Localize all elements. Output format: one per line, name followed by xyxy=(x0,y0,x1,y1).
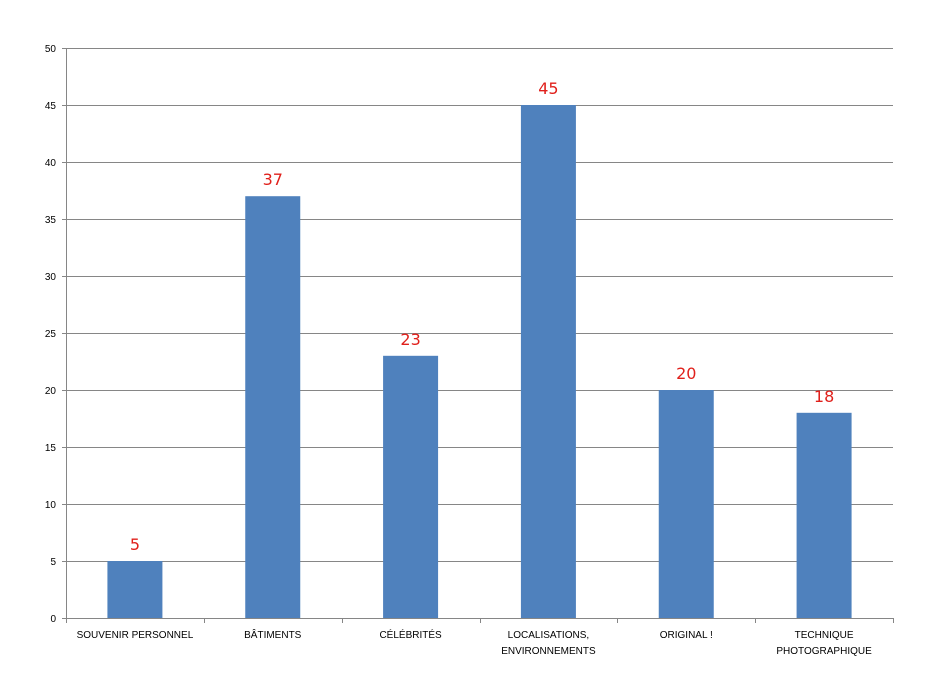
bar xyxy=(107,561,163,618)
axes xyxy=(62,48,894,623)
bar xyxy=(383,355,439,618)
gridlines xyxy=(66,48,893,562)
x-tick-label: TECHNIQUE PHOTOGRAPHIQUE xyxy=(776,630,872,657)
bars xyxy=(107,105,852,618)
data-label: 23 xyxy=(400,330,420,349)
y-tick-label: 15 xyxy=(45,443,57,454)
y-tick-label: 5 xyxy=(50,557,56,568)
data-label: 5 xyxy=(130,535,140,554)
y-tick-label: 45 xyxy=(45,101,57,112)
y-tick-label: 30 xyxy=(45,272,57,283)
data-label: 18 xyxy=(814,387,834,406)
y-tick-label: 40 xyxy=(45,158,57,169)
y-tick-label: 20 xyxy=(45,386,57,397)
x-tick-label: CÉLÉBRITÉS xyxy=(379,628,442,641)
y-tick-label: 50 xyxy=(45,44,57,55)
data-label: 20 xyxy=(676,364,696,383)
x-tick-label: LOCALISATIONS, ENVIRONNEMENTS xyxy=(501,630,596,657)
labels: 0 5 10 15 20 25 30 35 40 45 50 5 SOUVENIR PERSONNEL 3… xyxy=(45,44,872,657)
x-tick-label: ORIGINAL ! xyxy=(660,630,713,641)
bar xyxy=(796,412,852,618)
data-label: 37 xyxy=(263,170,283,189)
y-tick-label: 0 xyxy=(50,614,56,625)
bar xyxy=(658,390,714,618)
y-tick-label: 35 xyxy=(45,215,57,226)
bar xyxy=(520,105,576,618)
y-tick-label: 25 xyxy=(45,329,57,340)
y-tick-label: 10 xyxy=(45,500,57,511)
data-label: 45 xyxy=(538,79,558,98)
x-tick-label: SOUVENIR PERSONNEL xyxy=(77,630,194,641)
bar xyxy=(245,196,301,618)
x-tick-label: BÂTIMENTS xyxy=(244,628,302,641)
